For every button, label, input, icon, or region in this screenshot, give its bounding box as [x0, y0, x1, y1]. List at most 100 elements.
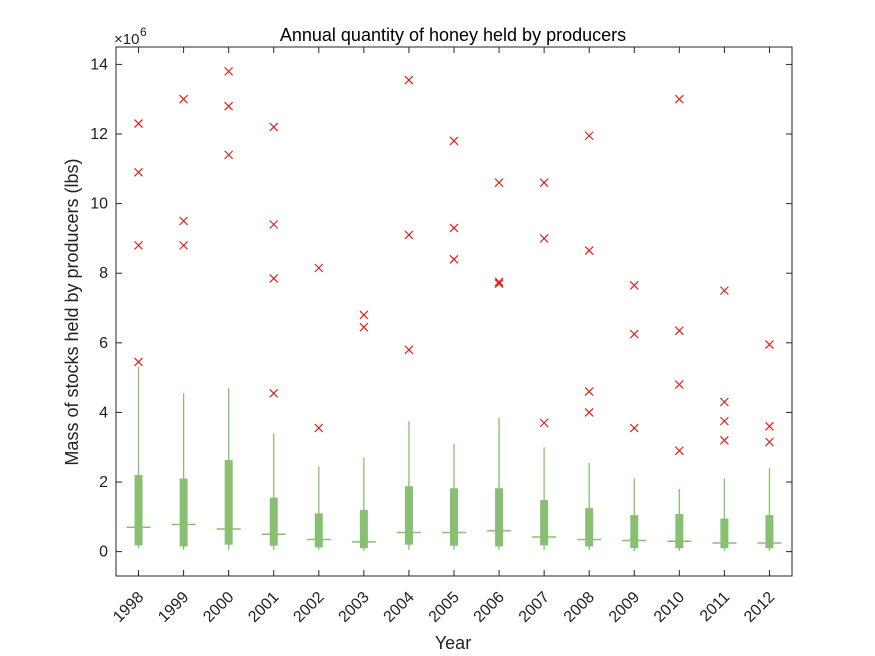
y-axis: 0 2 4 6 8 10 12 14 [90, 56, 792, 561]
outlier-stroke [404, 75, 414, 85]
outlier-marker [719, 286, 729, 296]
box-2000 [216, 66, 241, 550]
outlier-marker [134, 357, 143, 367]
y-axis-exponent: ×10 6 [114, 25, 147, 48]
outlier-marker [494, 178, 504, 188]
x-tick-label: 2004 [381, 589, 418, 626]
x-tick-label: 2003 [336, 589, 373, 626]
outlier-marker [629, 423, 639, 433]
outlier-marker [449, 136, 459, 146]
x-tick-label: 1999 [155, 589, 192, 626]
outlier-stroke [719, 397, 729, 407]
outlier-stroke [134, 240, 143, 250]
outlier-marker [404, 345, 414, 355]
outlier-marker [359, 310, 369, 320]
outlier-marker [134, 119, 143, 128]
box-iqr [134, 475, 143, 546]
outlier-stroke [314, 423, 324, 433]
outlier-stroke [269, 220, 279, 229]
outlier-stroke [179, 240, 189, 250]
outlier-stroke [674, 380, 684, 390]
outlier-stroke [179, 216, 189, 226]
x-tick-label: 2006 [471, 589, 508, 626]
box-iqr [404, 486, 413, 545]
outlier-marker [629, 280, 639, 290]
outlier-stroke [765, 421, 774, 431]
outlier-marker [314, 423, 324, 433]
x-tick-label: 2001 [245, 589, 282, 626]
x-tick-label: 2000 [200, 589, 237, 626]
y-tick-label: 0 [99, 544, 108, 561]
outlier-marker [539, 233, 549, 243]
x-tick-label: 2002 [290, 589, 327, 626]
outlier-stroke [359, 322, 369, 332]
outlier-marker [134, 240, 143, 250]
outlier-stroke [449, 223, 459, 233]
outlier-stroke [494, 178, 504, 188]
outlier-stroke [629, 329, 639, 339]
outlier-marker [539, 418, 549, 428]
outlier-marker [719, 416, 729, 426]
box-iqr [675, 514, 684, 549]
outlier-marker [224, 150, 234, 160]
box-2008 [577, 131, 602, 550]
outlier-marker [674, 380, 684, 390]
box-2002 [306, 263, 331, 550]
box-2009 [622, 280, 647, 551]
outlier-marker [719, 397, 729, 407]
x-tick-label: 2009 [606, 589, 643, 626]
outlier-stroke [539, 178, 549, 188]
outlier-stroke [719, 435, 729, 445]
outlier-marker [674, 94, 684, 104]
x-tick-label: 2005 [426, 589, 463, 626]
box-2011 [712, 286, 737, 551]
outlier-stroke [404, 345, 414, 355]
box-iqr [179, 478, 188, 547]
box-iqr [314, 513, 323, 548]
outlier-marker [584, 408, 594, 417]
outlier-stroke [449, 136, 459, 146]
outlier-stroke [269, 274, 279, 283]
outlier-stroke [584, 408, 594, 417]
y-exponent-base: ×10 [114, 31, 139, 48]
outlier-stroke [404, 230, 414, 240]
x-tick-label: 2010 [651, 589, 688, 626]
chart-title: Annual quantity of honey held by produce… [280, 25, 626, 45]
box-2005 [442, 136, 466, 550]
outlier-stroke [269, 388, 279, 398]
outlier-stroke [134, 357, 143, 367]
y-tick-label: 4 [99, 404, 108, 421]
y-tick-label: 8 [99, 265, 108, 282]
box-iqr [450, 488, 458, 546]
outlier-stroke [584, 246, 594, 256]
outlier-marker [629, 329, 639, 339]
outlier-marker [269, 122, 279, 132]
outlier-marker [314, 263, 324, 273]
outlier-stroke [539, 233, 549, 243]
outlier-stroke [674, 94, 684, 104]
outlier-stroke [359, 310, 369, 320]
outlier-stroke [719, 416, 729, 426]
outlier-stroke [674, 326, 684, 336]
box-iqr [224, 460, 233, 545]
box-2007 [532, 178, 557, 550]
box-2001 [261, 122, 286, 550]
outlier-marker [269, 220, 279, 229]
outlier-stroke [494, 277, 504, 287]
y-tick-label: 6 [99, 335, 108, 352]
outlier-stroke [584, 387, 594, 396]
x-axis-label: Year [435, 633, 471, 653]
outlier-marker [765, 421, 774, 431]
outlier-marker [584, 387, 594, 396]
outlier-stroke [134, 119, 143, 128]
box-1999 [171, 94, 196, 550]
box-iqr [630, 515, 639, 549]
outlier-stroke [269, 122, 279, 132]
outlier-marker [179, 240, 189, 250]
x-tick-label: 2007 [516, 589, 553, 626]
outlier-stroke [629, 423, 639, 433]
box-2006 [487, 178, 512, 550]
outlier-stroke [224, 66, 234, 76]
outlier-marker [224, 101, 234, 111]
